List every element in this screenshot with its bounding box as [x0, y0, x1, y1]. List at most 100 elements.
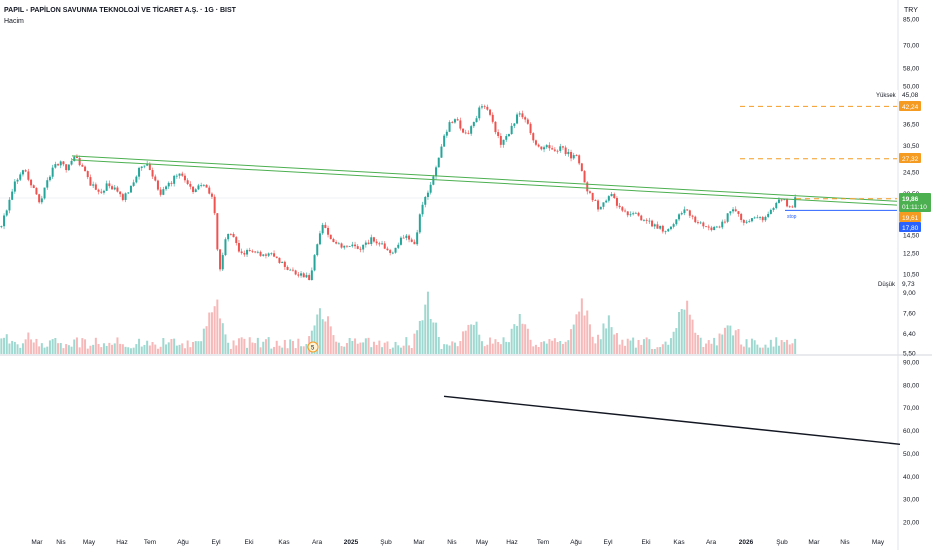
candle-body [143, 165, 146, 167]
candle-body [786, 199, 789, 207]
price-tick-label: 5,50 [903, 351, 916, 358]
candle-body [310, 270, 313, 281]
volume-bar [564, 341, 567, 354]
volume-bar [248, 337, 251, 354]
candle-body [753, 217, 756, 219]
candle-body [262, 254, 265, 256]
volume-bar [235, 345, 238, 354]
volume-bar [278, 345, 281, 354]
channel-line[interactable] [71, 159, 898, 206]
candle-body [32, 185, 35, 189]
lower-pane-line[interactable] [443, 395, 901, 445]
candle-body [97, 189, 100, 192]
candle-body [372, 237, 375, 242]
candle-body [678, 214, 681, 220]
orange-level-3-badge [899, 212, 921, 222]
candle-body [162, 189, 165, 195]
candle-body [121, 194, 124, 200]
price-axis-ticks: 85,0070,0058,0050,0036,5030,5024,5020,50… [903, 17, 920, 358]
volume-bar [402, 345, 405, 354]
trend-line[interactable] [443, 395, 901, 445]
candle-body [599, 206, 602, 210]
volume-bar [337, 342, 340, 354]
candle-body [648, 220, 651, 222]
volume-bar [764, 344, 767, 354]
volume-bar [583, 315, 586, 354]
volume-bar [580, 298, 583, 354]
volume-bar [694, 332, 697, 354]
volume-bar [113, 343, 116, 354]
lower-tick-label: 20,00 [903, 520, 920, 527]
candle-body [532, 133, 535, 141]
volume-bar [537, 347, 540, 354]
channel-lines[interactable] [71, 155, 898, 206]
candle-body [783, 199, 786, 201]
volume-bar [329, 326, 332, 354]
candle-body [507, 134, 510, 137]
candle-body [389, 250, 392, 253]
candle-body [362, 244, 365, 250]
volume-bar [464, 330, 467, 354]
volume-event-marker[interactable] [307, 341, 319, 353]
channel-line[interactable] [71, 155, 898, 202]
candle-body [524, 117, 527, 120]
candle-body [729, 211, 732, 214]
volume-bar [121, 344, 124, 354]
candle-body [505, 136, 508, 140]
currency-label: TRY [904, 7, 918, 14]
lower-tick-label: 50,00 [903, 451, 920, 458]
candle-body [219, 249, 222, 270]
volume-bar [629, 340, 632, 354]
candle-body [264, 254, 267, 256]
candle-body [794, 197, 797, 208]
candle-body [138, 167, 141, 177]
time-tick-label: Kas [278, 539, 290, 546]
candle-body [300, 273, 303, 276]
candle-body [597, 200, 600, 210]
volume-bar [572, 324, 575, 354]
time-tick-label: Eyl [211, 539, 221, 546]
candle-body [11, 191, 14, 200]
volume-bar [372, 341, 375, 354]
candle-body [664, 231, 667, 233]
volume-bar [216, 299, 219, 354]
lower-tick-label: 40,00 [903, 474, 920, 481]
candle-body [200, 185, 203, 186]
candle-body [529, 123, 532, 134]
volume-bar [783, 342, 786, 354]
candle-body [189, 183, 192, 187]
price-levels[interactable] [740, 105, 897, 211]
volume-bar [713, 337, 716, 354]
volume-bar [75, 337, 78, 354]
volume-bar [529, 339, 532, 354]
volume-bar [710, 343, 713, 354]
price-tick-label: 85,00 [903, 17, 920, 24]
candles [0, 103, 797, 281]
volume-bar [275, 340, 278, 354]
volume-bar [283, 339, 286, 354]
volume-bar [507, 342, 510, 354]
price-tick-label: 24,50 [903, 169, 920, 176]
candle-body [270, 253, 273, 255]
candle-body [30, 179, 33, 186]
volume-bar [89, 345, 92, 354]
volume-bar [588, 324, 591, 354]
volume-bar [418, 320, 421, 354]
candle-body [780, 199, 783, 201]
volume-bar [467, 324, 470, 354]
volume-bar [524, 324, 527, 354]
volume-bar [54, 337, 57, 354]
volume-bar [354, 338, 357, 354]
candle-body [594, 200, 597, 201]
candle-body [240, 251, 243, 254]
volume-bar [480, 341, 483, 354]
candle-body [40, 198, 43, 203]
volume-bar [119, 343, 122, 354]
candle-body [321, 224, 324, 234]
candle-body [243, 253, 246, 255]
candle-body [294, 270, 297, 275]
candle-body [418, 214, 421, 233]
volume-bar [659, 347, 662, 354]
volume-bar [243, 338, 246, 354]
